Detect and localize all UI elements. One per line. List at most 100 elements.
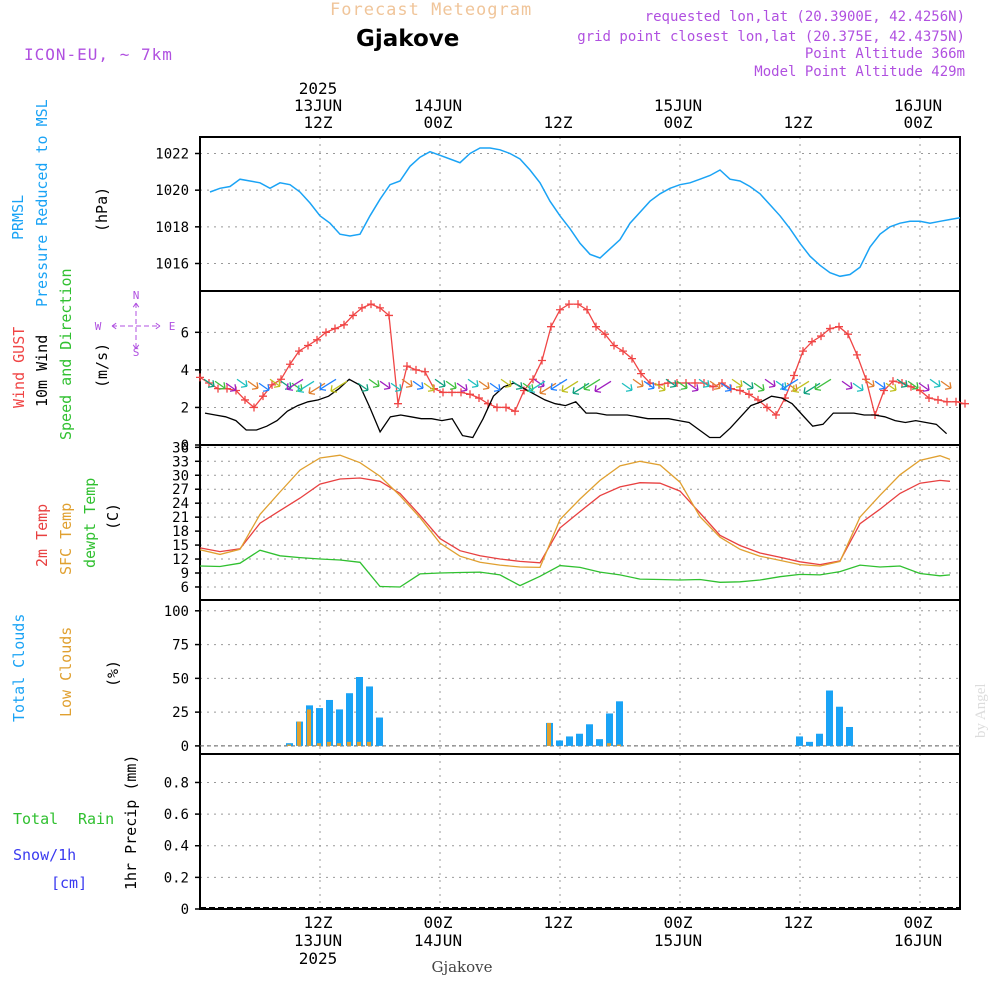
gust-marker [637, 369, 645, 378]
total-cloud-bar [316, 708, 323, 746]
top-time-label: 12Z [304, 113, 333, 132]
temp-tick-label: 36 [172, 440, 189, 456]
station-name: Gjakove [356, 26, 460, 52]
cloud-tick-label: 50 [172, 671, 189, 687]
wind-direction-arrow [489, 382, 501, 392]
point-altitude: Point Altitude 366m [804, 46, 965, 62]
wind-10m-label: 10m Wind [33, 335, 51, 407]
gust-marker [691, 379, 699, 388]
top-time-label: 2025 [299, 79, 338, 98]
wind-direction-arrow [885, 382, 897, 392]
gust-marker [916, 386, 924, 395]
wind-direction-arrow [654, 382, 666, 392]
wind-direction-arrow [203, 378, 215, 388]
wind-direction-arrow [698, 378, 710, 388]
bottom-time-label: 12Z [544, 913, 573, 932]
total-cloud-bar [596, 739, 603, 746]
gust-marker [745, 390, 753, 399]
gust-marker [826, 324, 834, 333]
wind-speed-direction-label: Speed and Direction [57, 268, 75, 440]
precip-snow-unit: [cm] [51, 874, 87, 892]
bottom-time-label: 15JUN [654, 931, 702, 950]
watermark-text: by Angel [973, 683, 989, 738]
requested-location: requested lon,lat (20.3900E, 42.4256N) [644, 9, 965, 25]
gust-marker [412, 365, 420, 374]
gust-marker [196, 373, 204, 382]
temp-tick-label: 9 [181, 566, 189, 582]
compass-rose [111, 302, 161, 350]
wind-direction-arrow [236, 378, 248, 388]
panel-frame-pressure [199, 136, 961, 292]
model-label: ICON-EU, ~ 7km [24, 45, 173, 64]
wind-direction-arrow [511, 380, 523, 390]
dewpoint-line [199, 549, 951, 588]
cloud-tick-label: 75 [172, 638, 189, 654]
temp-2m-label: 2m Temp [33, 504, 51, 567]
wind-direction-arrow [423, 382, 435, 392]
gust-marker [250, 403, 258, 412]
bottom-time-label: 14JUN [414, 931, 462, 950]
top-time-label: 12Z [544, 113, 573, 132]
gust-marker [790, 371, 798, 380]
gust-marker [349, 311, 357, 320]
wind-direction-arrow [456, 382, 468, 392]
bottom-time-label: 00Z [664, 913, 693, 932]
low-cloud-bar [357, 741, 361, 746]
gust-marker [808, 337, 816, 346]
wind-direction-arrow [561, 380, 579, 393]
wind-direction-arrow [500, 378, 512, 388]
gust-marker [529, 375, 537, 384]
dewpt-label: dewpt Temp [81, 478, 99, 568]
temp-tick-label: 6 [181, 580, 189, 596]
gust-marker [457, 388, 465, 397]
gust-marker [556, 305, 564, 314]
gust-marker [889, 377, 897, 386]
temp-tick-label: 21 [172, 510, 189, 526]
top-time-label: 00Z [904, 113, 933, 132]
wind-direction-arrow [368, 378, 380, 388]
wind-direction-arrow [676, 380, 688, 390]
top-time-label: 15JUN [654, 96, 702, 115]
low-cloud-bar [337, 743, 341, 746]
precip-tick-label: 0.4 [164, 839, 189, 855]
bottom-time-label: 00Z [424, 913, 453, 932]
cloud-tick-label: 0 [181, 739, 189, 755]
bottom-time-label: 13JUN [294, 931, 342, 950]
bottom-time-label: 00Z [904, 913, 933, 932]
temp-tick-label: 12 [172, 552, 189, 568]
gust-marker [772, 410, 780, 419]
pressure-label: PRMSL [9, 195, 27, 240]
gust-marker [439, 388, 447, 397]
total-cloud-bar [556, 740, 563, 746]
low-clouds-label: Low Clouds [57, 627, 75, 717]
wind-direction-arrow [709, 380, 721, 390]
total-cloud-bar [796, 736, 803, 746]
total-cloud-bar [376, 717, 383, 746]
low-cloud-bar [307, 709, 311, 746]
gust-marker [628, 354, 636, 363]
wind-direction-arrow [863, 378, 875, 388]
low-cloud-bar [617, 744, 621, 746]
pressure-tick-label: 1016 [155, 257, 189, 273]
gust-marker [610, 341, 618, 350]
total-cloud-bar [836, 706, 843, 746]
gust-marker [376, 303, 384, 312]
wind-direction-arrow [792, 380, 810, 393]
low-cloud-bar [317, 743, 321, 746]
total-cloud-bar [586, 724, 593, 746]
gust-marker [736, 386, 744, 395]
low-cloud-bar [607, 743, 611, 746]
wind-tick-label: 0 [181, 438, 189, 454]
gust-marker [304, 341, 312, 350]
precip-rain-label: Rain [78, 810, 114, 828]
cloud-tick-label: 100 [164, 604, 189, 620]
gust-marker [259, 392, 267, 401]
wind-direction-arrow [214, 380, 226, 390]
total-cloud-bar [566, 736, 573, 746]
total-cloud-bar [846, 726, 853, 746]
gust-marker [295, 347, 303, 356]
compass-e: E [169, 320, 176, 333]
wind-direction-arrow [247, 380, 259, 390]
wind-direction-arrow [940, 380, 952, 390]
low-cloud-bar [367, 741, 371, 746]
